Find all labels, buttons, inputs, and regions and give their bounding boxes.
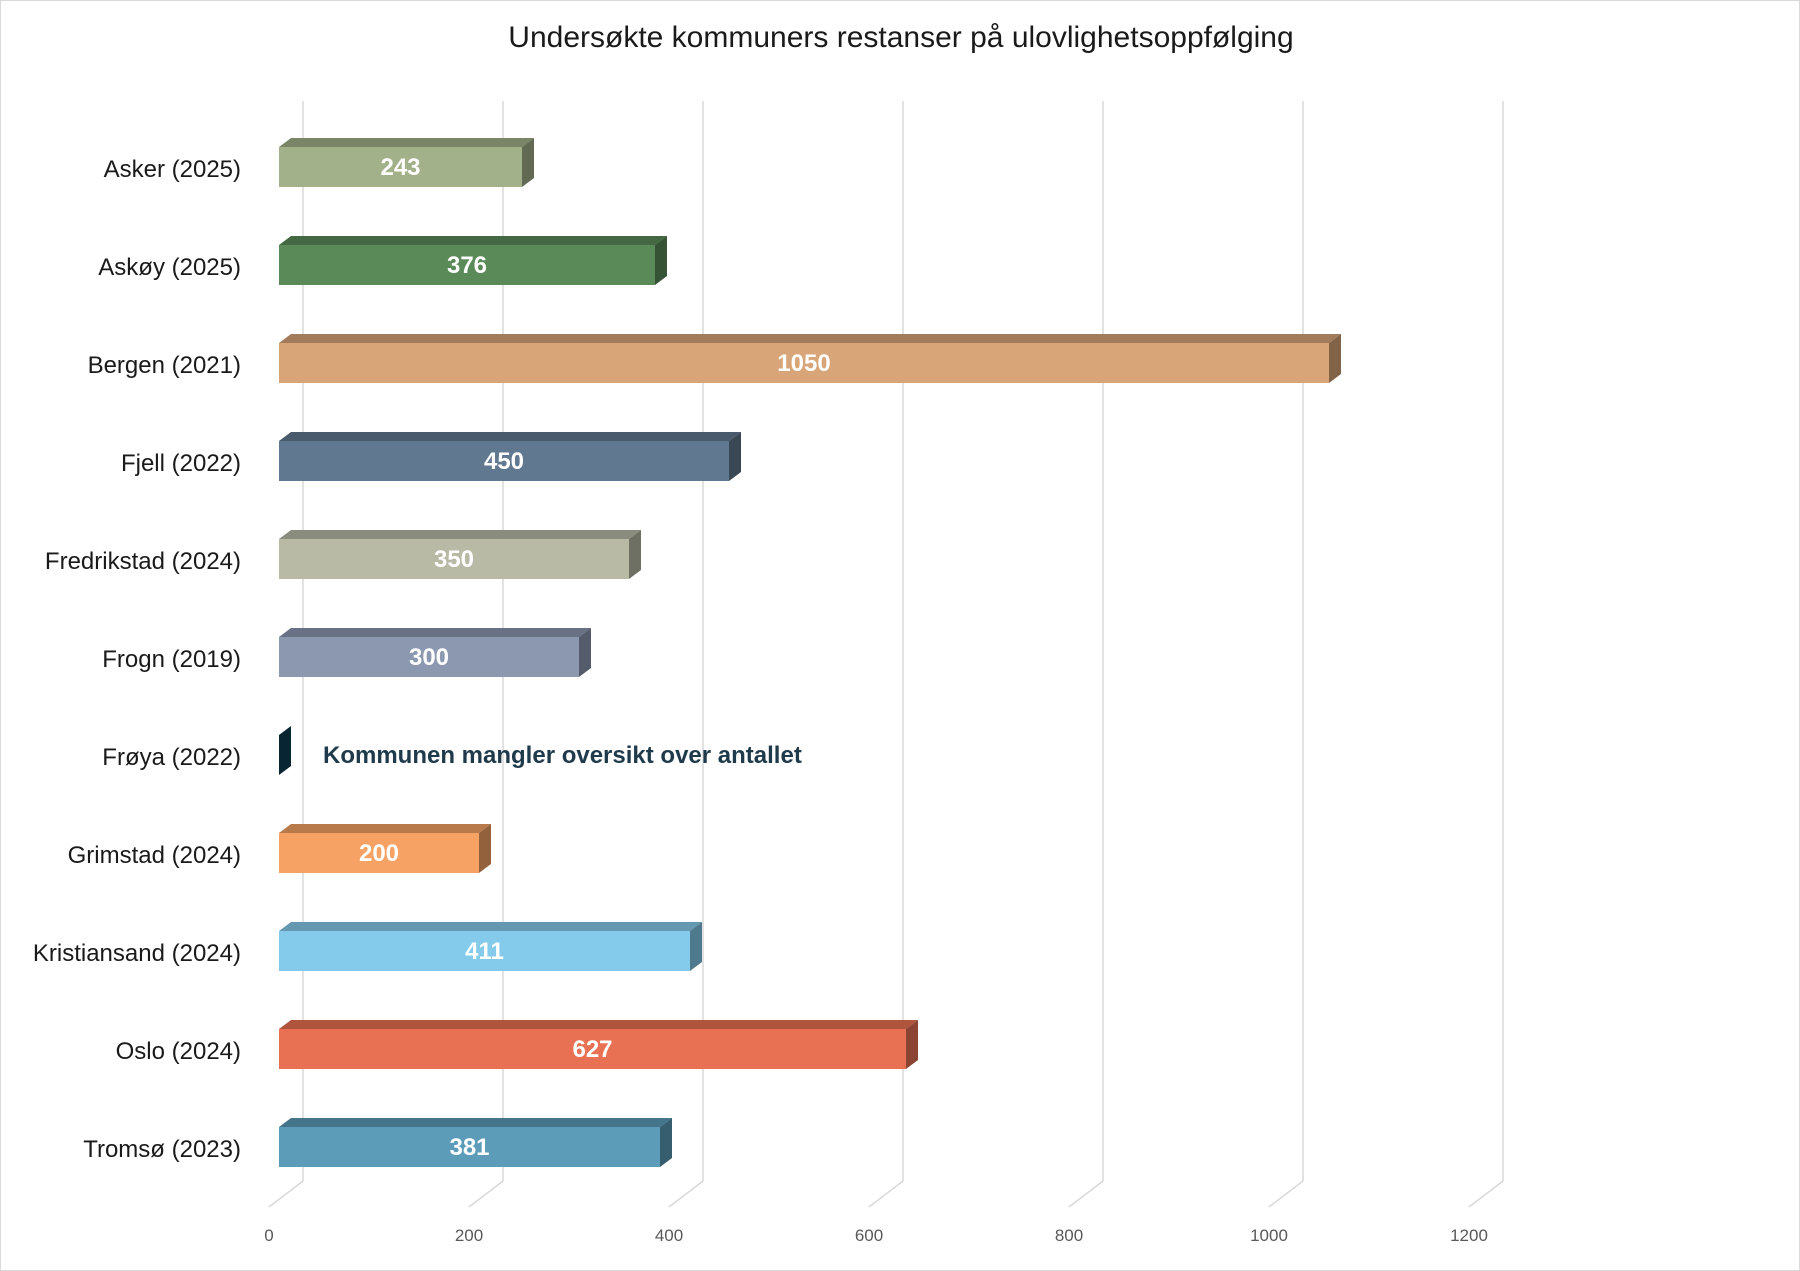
bars xyxy=(279,138,1341,1167)
value-label-grimstad-2024: 200 xyxy=(359,840,399,867)
x-tick-label-600: 600 xyxy=(855,1226,883,1245)
x-tick-label-800: 800 xyxy=(1055,1226,1083,1245)
bar-asker-2025 xyxy=(279,138,534,187)
x-tick-label-200: 200 xyxy=(455,1226,483,1245)
category-label-troms-2023: Tromsø (2023) xyxy=(83,1136,241,1163)
bar-fredrikstad-2024 xyxy=(279,530,641,579)
bar-frogn-2019 xyxy=(279,628,591,677)
category-label-grimstad-2024: Grimstad (2024) xyxy=(68,842,241,869)
category-label-ask-y-2025: Askøy (2025) xyxy=(98,254,241,281)
value-label-ask-y-2025: 376 xyxy=(447,252,487,279)
gridline-400 xyxy=(668,101,704,1208)
category-label-bergen-2021: Bergen (2021) xyxy=(88,352,241,379)
category-label-kristiansand-2024: Kristiansand (2024) xyxy=(33,940,241,967)
value-label-bergen-2021: 1050 xyxy=(777,350,830,377)
value-label-kristiansand-2024: 411 xyxy=(465,938,504,965)
category-label-fjell-2022: Fjell (2022) xyxy=(121,450,241,477)
bar-kristiansand-2024 xyxy=(279,922,702,971)
note-label-fr-ya-2022: Kommunen mangler oversikt over antallet xyxy=(323,742,802,769)
category-label-asker-2025: Asker (2025) xyxy=(104,156,241,183)
gridline-1200 xyxy=(1468,101,1504,1208)
chart-title: Undersøkte kommuners restanser på ulovli… xyxy=(508,21,1294,54)
value-label-frogn-2019: 300 xyxy=(409,644,449,671)
x-axis-ticks: 0 200 400 600 800 1000 1200 xyxy=(264,1226,1488,1245)
bar-fjell-2022 xyxy=(279,432,741,481)
bar-troms-2023 xyxy=(279,1118,672,1167)
bar-oslo-2024 xyxy=(279,1020,918,1069)
category-label-fr-ya-2022: Frøya (2022) xyxy=(102,744,241,771)
value-label-fjell-2022: 450 xyxy=(484,448,524,475)
value-label-troms-2023: 381 xyxy=(449,1134,489,1161)
value-labels: 243 376 1050 450 350 300 Kommunen mangler over… xyxy=(323,154,831,1161)
value-label-oslo-2024: 627 xyxy=(572,1036,612,1063)
gridline-600 xyxy=(868,101,904,1208)
bar-bergen-2021 xyxy=(279,334,1341,383)
category-label-fredrikstad-2024: Fredrikstad (2024) xyxy=(45,548,241,575)
category-label-oslo-2024: Oslo (2024) xyxy=(116,1038,241,1065)
bar-ask-y-2025 xyxy=(279,236,667,285)
x-tick-label-1000: 1000 xyxy=(1250,1226,1288,1245)
x-tick-label-1200: 1200 xyxy=(1450,1226,1488,1245)
value-label-fredrikstad-2024: 350 xyxy=(434,546,474,573)
category-labels: Asker (2025) Askøy (2025) Bergen (2021) Fje… xyxy=(33,156,241,1163)
gridline-800 xyxy=(1068,101,1104,1208)
bar-grimstad-2024 xyxy=(279,824,491,873)
value-label-asker-2025: 243 xyxy=(380,154,420,181)
x-tick-label-0: 0 xyxy=(264,1226,273,1245)
bar-fr-ya-2022 xyxy=(279,726,291,775)
category-label-frogn-2019: Frogn (2019) xyxy=(102,646,241,673)
gridline-1000 xyxy=(1268,101,1304,1208)
x-tick-label-400: 400 xyxy=(655,1226,683,1245)
